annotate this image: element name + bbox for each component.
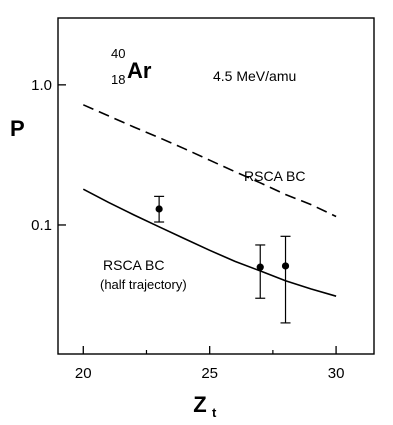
y-axis-label: P: [10, 116, 25, 141]
x-axis-label: Z: [193, 392, 206, 417]
dashed-series-line: [82, 104, 337, 218]
x-tick-label: 25: [201, 365, 218, 382]
solid-series-label-line2: (half trajectory): [100, 277, 187, 292]
axis-ticks: 20 25 30 0.1 1.0: [31, 77, 344, 382]
dashed-series-label: RSCA BC: [244, 168, 305, 184]
plot-frame: [57, 17, 375, 355]
nucleus-charge-number: 18: [111, 72, 125, 87]
data-point: [281, 262, 290, 270]
data-points: [154, 195, 291, 324]
nucleus-mass-number: 40: [111, 46, 125, 61]
nucleus-symbol: Ar: [127, 58, 152, 83]
y-tick-label: 0.1: [31, 217, 52, 234]
x-tick-label: 20: [75, 365, 92, 382]
solid-series-label: RSCA BC: [103, 257, 164, 273]
data-point: [155, 205, 163, 213]
curves: [82, 104, 337, 297]
x-axis-label-subscript: t: [212, 405, 217, 420]
energy-label: 4.5 MeV/amu: [213, 68, 296, 84]
solid-series-line: [82, 188, 337, 297]
x-tick-label: 30: [328, 365, 345, 382]
y-tick-label: 1.0: [31, 77, 52, 94]
data-point: [256, 263, 264, 271]
